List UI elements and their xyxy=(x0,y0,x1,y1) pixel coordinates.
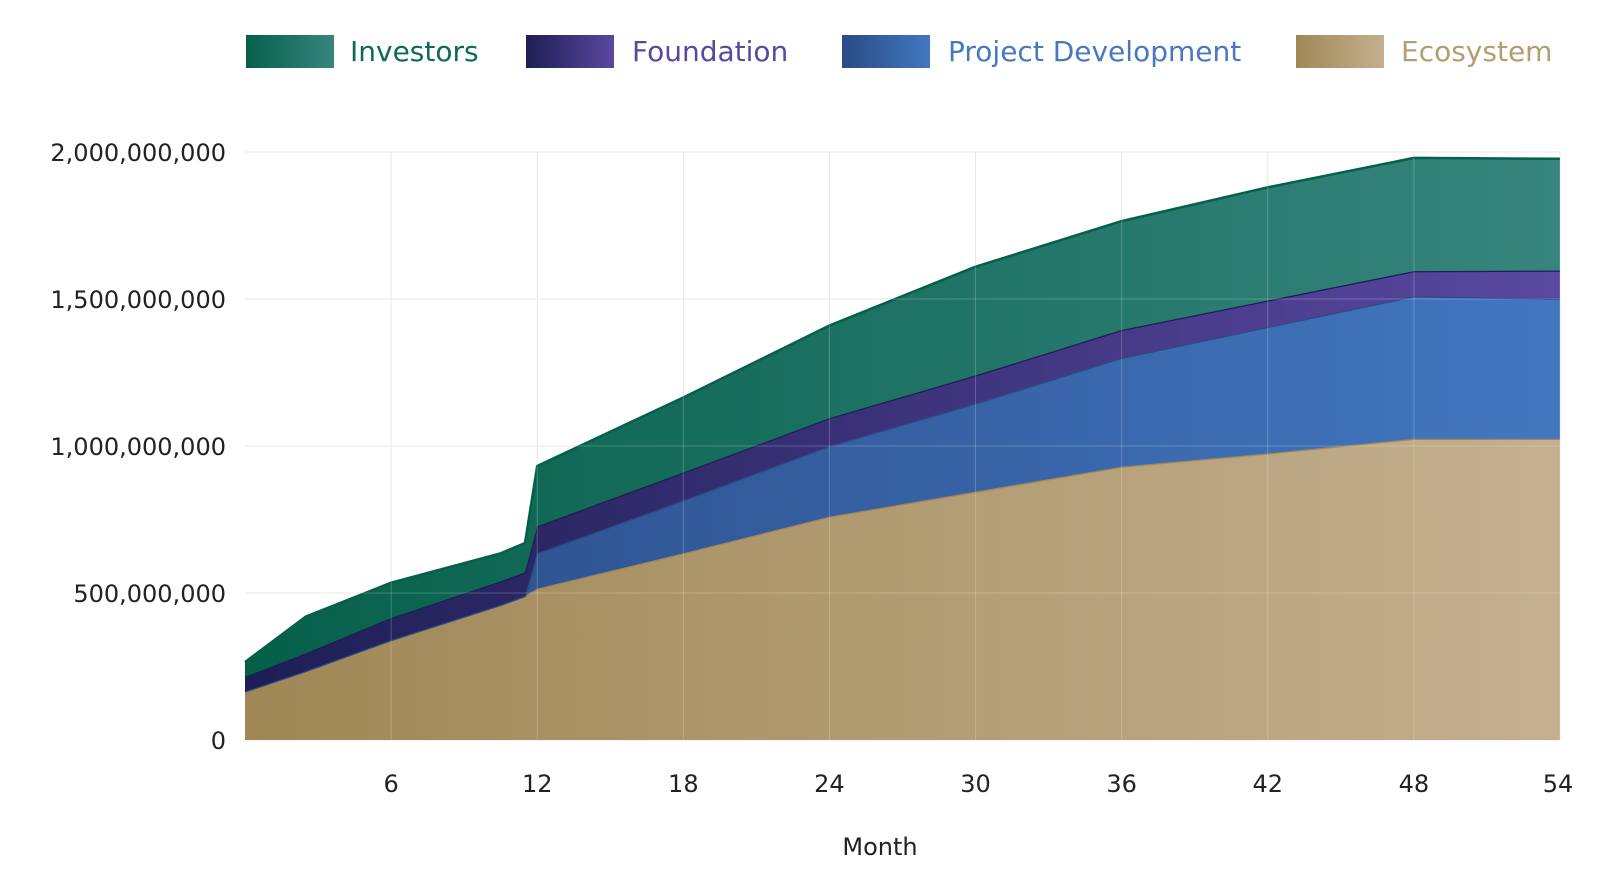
x-axis-title: Month xyxy=(842,833,917,861)
legend: Investors Foundation Project Development Ec… xyxy=(246,35,1552,68)
y-axis: 0 500,000,000 1,000,000,000 1,500,000,000 2,… xyxy=(50,139,226,755)
area-project-development xyxy=(245,296,1560,692)
x-tick-label: 18 xyxy=(668,770,699,798)
legend-item-ecosystem[interactable]: Ecosystem xyxy=(1296,35,1552,68)
legend-item-project-development[interactable]: Project Development xyxy=(842,35,1241,68)
y-tick-label: 2,000,000,000 xyxy=(50,139,226,167)
y-tick-label: 1,500,000,000 xyxy=(50,286,226,314)
x-axis: 6 12 18 24 30 36 42 48 54 xyxy=(383,770,1573,798)
x-tick-label: 6 xyxy=(383,770,398,798)
legend-label: Project Development xyxy=(948,35,1241,68)
legend-label: Investors xyxy=(350,35,479,68)
legend-swatch xyxy=(246,35,334,68)
areas xyxy=(244,156,1561,740)
line-investors xyxy=(244,156,1561,664)
legend-label: Foundation xyxy=(632,35,788,68)
x-tick-label: 30 xyxy=(960,770,991,798)
legend-item-foundation[interactable]: Foundation xyxy=(526,35,788,68)
x-tick-label: 42 xyxy=(1253,770,1284,798)
y-tick-label: 0 xyxy=(211,727,226,755)
y-tick-label: 500,000,000 xyxy=(73,580,226,608)
legend-swatch xyxy=(526,35,614,68)
x-tick-label: 48 xyxy=(1399,770,1430,798)
x-tick-label: 24 xyxy=(814,770,845,798)
legend-label: Ecosystem xyxy=(1401,35,1552,68)
area-investors xyxy=(245,157,1560,677)
grid-overlay xyxy=(245,151,1561,740)
legend-item-investors[interactable]: Investors xyxy=(246,35,479,68)
x-tick-label: 36 xyxy=(1106,770,1137,798)
y-tick-label: 1,000,000,000 xyxy=(50,433,226,461)
legend-swatch xyxy=(842,35,930,68)
x-tick-label: 12 xyxy=(522,770,553,798)
area-ecosystem xyxy=(245,438,1560,740)
legend-swatch xyxy=(1296,35,1384,68)
x-tick-label: 54 xyxy=(1543,770,1574,798)
